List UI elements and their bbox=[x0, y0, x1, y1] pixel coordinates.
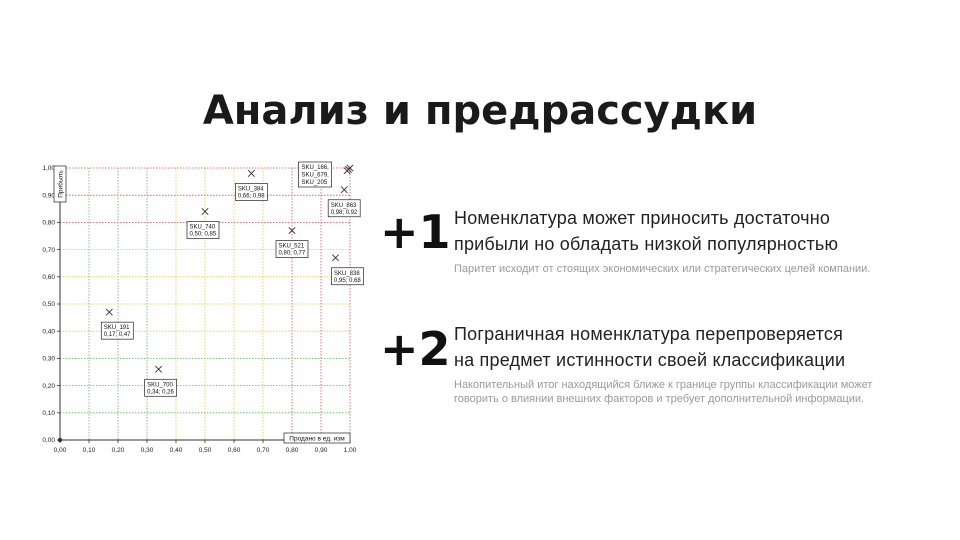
point-2-note-line-2: говорить о влиянии внешних факторов и тр… bbox=[454, 393, 865, 405]
point-2-headline-line-1: Пограничная номенклатура перепроверяется bbox=[454, 324, 844, 344]
label-name: SKU_863 bbox=[331, 203, 357, 209]
label-box bbox=[327, 199, 361, 218]
x-tick-label: 0,30 bbox=[141, 447, 154, 454]
label-box bbox=[100, 321, 134, 340]
point-1-number: +1 bbox=[380, 205, 451, 259]
label-name: SKU_740 bbox=[190, 225, 216, 231]
point-2-headline-line-2: на предмет истинности своей классификаци… bbox=[454, 350, 846, 370]
data-point-SKU_838 bbox=[331, 254, 340, 262]
y-tick-label: 0,40 bbox=[42, 328, 55, 335]
y-tick-label: 0,80 bbox=[42, 220, 55, 227]
data-point-SKU_521 bbox=[288, 227, 296, 235]
cluster-label-line: SKU_205 bbox=[302, 180, 328, 186]
x-tick-label: 0,10 bbox=[83, 447, 96, 454]
x-tick-label: 0,50 bbox=[199, 447, 212, 454]
label-name: SKU_838 bbox=[334, 271, 360, 277]
label-box bbox=[144, 378, 177, 397]
cluster-label-line: SKU_166, bbox=[302, 165, 330, 171]
point-1-headline-line-1: Номенклатура может приносить достаточно bbox=[454, 208, 831, 228]
point-1-headline-line-2: прибыли но обладать низкой популярностью bbox=[454, 234, 839, 254]
x-tick-label: 1,00 bbox=[344, 447, 357, 454]
label-name: SKU_191 bbox=[104, 325, 130, 331]
label-coords: 0,66; 0,98 bbox=[238, 193, 265, 199]
x-tick-label: 0,40 bbox=[170, 447, 183, 454]
page-title: Анализ и предрассудки bbox=[202, 88, 758, 134]
y-tick-label: 0,00 bbox=[42, 437, 55, 444]
data-point-SKU_205 bbox=[346, 164, 354, 172]
label-name: SKU_384 bbox=[238, 186, 264, 192]
data-point-SKU_191 bbox=[105, 308, 113, 316]
y-axis-label-box bbox=[53, 165, 67, 203]
point-1-note-line-1: Паритет исходит от стоящих экономических… bbox=[454, 263, 871, 275]
y-tick-label: 0,70 bbox=[42, 247, 55, 254]
label-box bbox=[186, 221, 220, 239]
y-tick-label: 0,60 bbox=[42, 274, 55, 281]
y-tick-label: 0,90 bbox=[42, 192, 55, 199]
data-point-SKU_384 bbox=[247, 169, 255, 177]
y-tick-label: 1,00 bbox=[42, 165, 55, 172]
label-name: SKU_521 bbox=[279, 244, 305, 250]
y-tick-label: 0,30 bbox=[42, 356, 55, 363]
data-point-SKU_700 bbox=[155, 365, 163, 373]
y-tick-label: 0,50 bbox=[42, 301, 55, 308]
point-2-number: +2 bbox=[380, 322, 451, 376]
label-coords: 0,50; 0,85 bbox=[190, 232, 217, 238]
data-point-SKU_863 bbox=[340, 186, 348, 194]
label-coords: 0,17; 0,47 bbox=[104, 332, 131, 338]
x-tick-label: 0,70 bbox=[257, 447, 270, 454]
label-box bbox=[331, 267, 364, 286]
y-tick-label: 0,20 bbox=[42, 383, 55, 390]
x-axis-label-box bbox=[283, 432, 351, 444]
x-tick-label: 0,80 bbox=[286, 447, 299, 454]
x-axis-label: Продано в ед. изм bbox=[289, 436, 345, 443]
cluster-label-line: SKU_679, bbox=[302, 173, 330, 179]
point-2-note-line-1: Накопительный итог находящийся ближе к г… bbox=[454, 379, 873, 391]
cluster-label-box bbox=[298, 161, 332, 188]
x-tick-label: 0,90 bbox=[315, 447, 328, 454]
label-coords: 0,34; 0,26 bbox=[147, 389, 174, 395]
y-tick-label: 0,10 bbox=[42, 410, 55, 417]
y-axis-label: Прибыль bbox=[56, 170, 64, 198]
label-box bbox=[275, 240, 309, 258]
label-box bbox=[235, 183, 268, 201]
label-name: SKU_700 bbox=[147, 382, 173, 388]
x-tick-label: 0,60 bbox=[228, 447, 241, 454]
x-tick-label: 0,00 bbox=[54, 447, 67, 454]
scatter-chart: 0,00 0,10 0,20 0,30 0,40 0,50 0,60 0,70 0,80 0,90… bbox=[42, 161, 364, 454]
x-tick-label: 0,20 bbox=[112, 447, 125, 454]
label-coords: 0,98; 0,92 bbox=[331, 210, 358, 216]
data-point-SKU_740 bbox=[201, 208, 209, 216]
label-coords: 0,80; 0,77 bbox=[279, 251, 306, 257]
label-coords: 0,95; 0,68 bbox=[334, 278, 361, 284]
